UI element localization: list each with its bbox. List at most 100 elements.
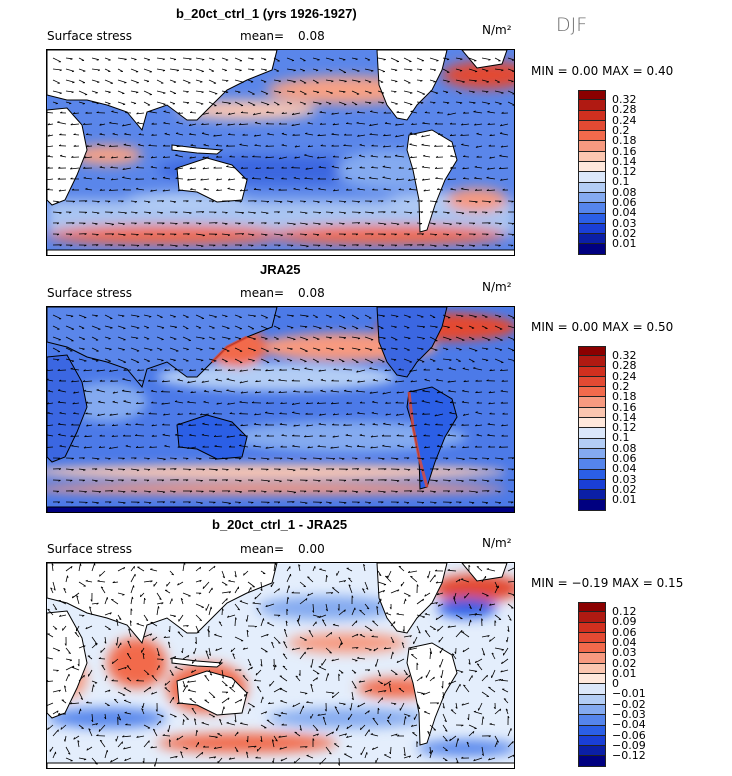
wind-vector-arrow: [234, 90, 241, 93]
wind-vector-arrowhead: [47, 155, 50, 157]
wind-vector-arrow: [243, 570, 249, 576]
wind-vector-arrow: [163, 111, 171, 114]
wind-vector-arrowhead: [410, 724, 414, 727]
wind-vector-arrow: [52, 57, 61, 63]
wind-vector-arrowhead: [395, 123, 398, 126]
wind-vector-arrow: [177, 390, 184, 393]
wind-vector-arrow: [182, 655, 190, 660]
wind-vector-arrow: [151, 424, 158, 427]
wind-vector-arrowhead: [85, 187, 88, 190]
wind-vector-arrowhead: [125, 111, 128, 113]
wind-vector-arrowhead: [186, 102, 190, 104]
wind-vector-arrowhead: [136, 390, 139, 393]
wind-vector-arrowhead: [285, 620, 288, 623]
wind-vector-arrow: [247, 358, 255, 361]
wind-vector-arrow: [254, 134, 262, 137]
wind-vector-arrow: [71, 666, 80, 671]
wind-vector-arrowhead: [232, 653, 235, 656]
wind-vector-arrowhead: [69, 702, 73, 705]
wind-vector-arrowhead: [201, 211, 205, 214]
wind-vector-arrow: [221, 581, 228, 586]
wind-vector-arrowhead: [239, 433, 242, 436]
wind-vector-arrowhead: [197, 631, 200, 634]
wind-vector-arrowhead: [446, 102, 450, 104]
wind-vector-arrow: [214, 634, 223, 638]
panel-1-tick: 0.1: [612, 175, 630, 189]
wind-vector-arrow: [416, 501, 424, 503]
wind-vector-arrowhead: [281, 723, 284, 726]
wind-vector-arrow: [317, 134, 327, 137]
wind-vector-arrow: [481, 336, 491, 341]
wind-vector-arrow: [429, 724, 437, 731]
wind-vector-arrow: [346, 413, 353, 415]
wind-vector-arrow: [338, 336, 346, 339]
wind-vector-arrowhead: [330, 212, 334, 214]
wind-vector-arrow: [60, 724, 67, 730]
wind-vector-arrow: [416, 614, 425, 618]
wind-vector-arrow: [229, 686, 236, 693]
wind-vector-arrowhead: [445, 91, 449, 94]
wind-vector-arrow: [47, 657, 54, 660]
wind-vector-arrow: [395, 123, 405, 126]
wind-vector-arrowhead: [291, 367, 295, 370]
wind-vector-arrow: [369, 123, 379, 127]
wind-vector-arrowhead: [420, 200, 423, 203]
wind-vector-arrowhead: [355, 389, 359, 392]
wind-vector-arrow: [169, 200, 176, 203]
wind-vector-arrow: [481, 358, 489, 361]
wind-vector-arrow: [312, 358, 320, 363]
wind-vector-arrow: [273, 713, 282, 717]
wind-vector-arrowhead: [319, 327, 322, 330]
wind-vector-arrow: [464, 592, 470, 599]
wind-vector-arrow: [247, 68, 255, 71]
wind-vector-arrowhead: [225, 316, 228, 318]
wind-vector-arrow: [78, 691, 84, 700]
wind-vector-arrowhead: [84, 491, 87, 493]
wind-vector-arrow: [453, 592, 457, 599]
wind-vector-arrow: [130, 596, 133, 605]
wind-vector-arrowhead: [176, 69, 180, 72]
wind-vector-arrowhead: [424, 630, 428, 632]
wind-vector-arrowhead: [238, 123, 242, 126]
wind-vector-arrowhead: [357, 222, 361, 225]
wind-vector-arrowhead: [447, 145, 450, 147]
wind-vector-arrowhead: [442, 696, 445, 699]
wind-vector-arrowhead: [199, 579, 202, 583]
wind-vector-arrowhead: [151, 424, 154, 427]
wind-vector-arrow: [390, 651, 394, 660]
wind-vector-arrowhead: [239, 369, 242, 372]
wind-vector-arrow: [447, 435, 457, 437]
wind-vector-arrowhead: [240, 424, 243, 427]
wind-vector-arrowhead: [96, 502, 99, 504]
wind-vector-arrowhead: [136, 245, 140, 247]
wind-vector-arrowhead: [473, 102, 476, 104]
wind-vector-arrow: [294, 156, 301, 159]
wind-vector-arrow: [189, 434, 197, 437]
wind-vector-arrowhead: [177, 412, 180, 415]
wind-vector-arrowhead: [488, 222, 491, 225]
wind-vector-arrowhead: [383, 188, 386, 190]
wind-vector-arrow: [468, 347, 478, 352]
wind-vector-arrowhead: [416, 741, 419, 744]
wind-vector-arrow: [416, 314, 424, 318]
wind-vector-arrowhead: [163, 121, 166, 124]
wind-vector-arrowhead: [304, 390, 307, 393]
wind-vector-arrow: [156, 358, 164, 361]
wind-vector-arrowhead: [69, 103, 72, 105]
wind-vector-arrow: [234, 68, 242, 71]
wind-vector-arrowhead: [56, 710, 59, 713]
wind-vector-arrow: [234, 586, 239, 594]
wind-vector-arrowhead: [447, 81, 450, 83]
wind-vector-arrowhead: [422, 154, 426, 157]
wind-vector-arrow: [83, 446, 93, 449]
panel-2-minmax: MIN = 0.00 MAX = 0.50: [531, 320, 674, 334]
wind-vector-arrowhead: [162, 176, 166, 179]
wind-vector-arrow: [442, 468, 451, 470]
wind-vector-arrow: [189, 167, 197, 170]
wind-vector-arrowhead: [266, 458, 270, 461]
wind-vector-arrow: [117, 741, 123, 748]
wind-vector-arrow: [104, 79, 113, 84]
wind-vector-arrow: [403, 592, 411, 597]
wind-vector-arrow: [143, 724, 151, 729]
wind-vector-arrow: [308, 630, 314, 638]
